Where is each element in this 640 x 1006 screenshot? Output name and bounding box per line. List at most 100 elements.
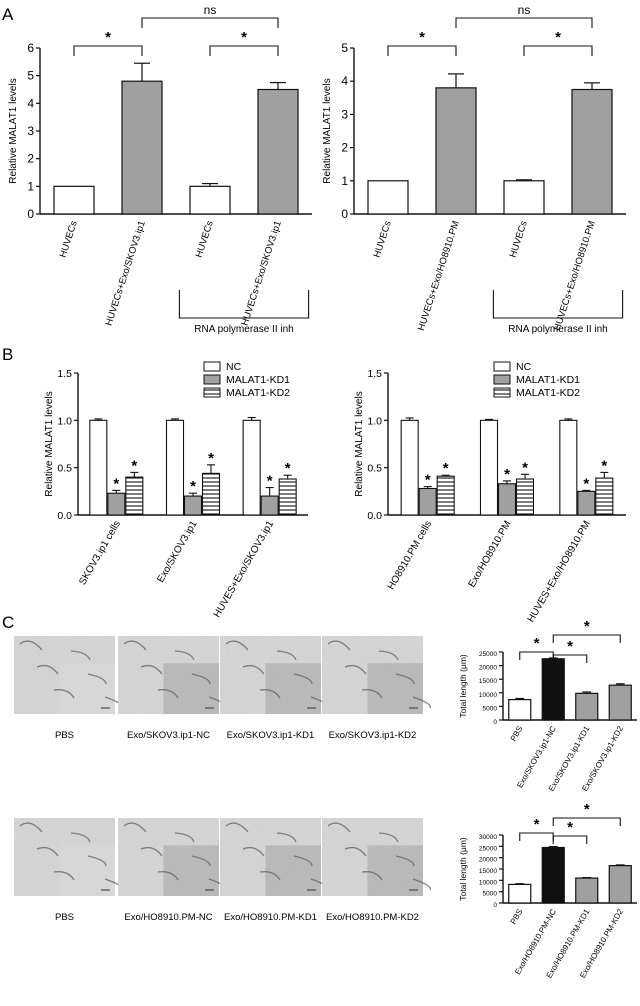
- significance-bracket: [519, 832, 554, 841]
- micrograph-shading: [367, 663, 423, 714]
- category-label: HUVECs+Exo/SKOV3.ip1: [104, 220, 148, 328]
- category-label: HUVECs: [58, 219, 80, 259]
- significance-star: *: [285, 460, 291, 477]
- category-label: HUVECs+Exo/HO8910.PM: [416, 219, 462, 332]
- y-tick-label: 0.0: [367, 510, 382, 522]
- micrograph-label: Exo/SKOV3.ip1-NC: [127, 730, 210, 741]
- significance-label: *: [419, 29, 425, 46]
- bar: [541, 846, 565, 904]
- bar: [107, 492, 126, 516]
- y-tick-label: 0.0: [57, 510, 72, 522]
- category-label: PBS: [509, 725, 525, 743]
- bar: [125, 476, 144, 516]
- bar: [608, 684, 632, 721]
- significance-label: *: [241, 29, 247, 46]
- significance-bracket: [552, 835, 588, 844]
- y-axis-label: Total length (μm): [458, 837, 468, 901]
- bar: [571, 88, 613, 215]
- significance-label: ns: [518, 3, 531, 17]
- y-tick-label: 5000: [483, 705, 498, 712]
- bar: [260, 495, 279, 516]
- micrograph-label: Exo/SKOV3.ip1-KD2: [329, 730, 417, 741]
- significance-star: *: [601, 457, 607, 474]
- category-label: HUVECs: [372, 219, 394, 259]
- y-tick-label: 1.5: [57, 368, 72, 380]
- y-axis-label: Relative MALAT1 levels: [322, 78, 333, 183]
- y-tick-label: 0: [493, 902, 497, 909]
- vessel-network: [19, 640, 124, 709]
- micrograph-label: Exo/HO8910.PM-KD1: [224, 912, 317, 923]
- legend-swatch: [493, 361, 511, 372]
- micrograph-row-ho8910: PBS Exo/HO8910.PM-NC Exo/HO8910.PM-KD1 Exo/…: [14, 818, 432, 923]
- bar: [165, 419, 185, 516]
- bar: [242, 419, 261, 516]
- y-tick-label: 4: [27, 96, 34, 110]
- category-label: HUVECs: [194, 219, 216, 259]
- vessel-network: [123, 822, 228, 891]
- category-label: HUVECs+Exo/SKOV3.ip1: [240, 220, 284, 328]
- micrograph-image: [14, 636, 115, 714]
- bar: [595, 477, 614, 516]
- y-tick-label: 0.5: [367, 463, 382, 475]
- legend-label: NC: [226, 361, 242, 373]
- micrograph-shading: [265, 663, 321, 714]
- micrograph-image: [118, 636, 219, 714]
- category-label: HUVECs+Exo/HO8910.PM: [552, 219, 598, 332]
- significance-label: *: [534, 635, 540, 652]
- bar: [436, 475, 455, 516]
- significance-label: *: [555, 29, 561, 46]
- panel-letter-a: A: [2, 5, 14, 24]
- bar: [121, 80, 163, 215]
- bar: [367, 180, 409, 215]
- category-label: Exo/SKOV3.ip1: [155, 519, 199, 585]
- y-tick-label: 10000: [479, 879, 497, 886]
- y-tick-label: 0: [493, 719, 497, 726]
- category-label: PBS: [509, 908, 525, 926]
- bar: [497, 483, 517, 516]
- legend-swatch: [493, 387, 511, 398]
- micrograph-shading: [367, 845, 423, 896]
- legend-swatch: [203, 361, 221, 372]
- legend-swatch: [203, 374, 221, 385]
- y-tick-label: 20000: [479, 665, 497, 672]
- significance-bracket: [552, 817, 621, 826]
- bar: [503, 180, 545, 215]
- micrograph-shading: [163, 663, 219, 714]
- significance-star: *: [190, 478, 196, 495]
- y-axis-label: Relative MALAT1 levels: [354, 391, 365, 496]
- chart-c-top: 0 5000 10000 15000 20000 25000 Total length (μ…: [458, 618, 637, 793]
- micrograph-image: [14, 818, 115, 896]
- y-tick-label: 4: [341, 74, 348, 88]
- y-tick-label: 15000: [479, 868, 497, 875]
- category-label: HUVES+Exo/SKOV3.ip1: [212, 519, 277, 620]
- bar: [89, 419, 108, 516]
- bar: [577, 490, 596, 516]
- significance-bracket: [73, 45, 143, 56]
- legend-label: MALAT1-KD1: [516, 374, 580, 386]
- y-tick-label: 10000: [479, 692, 497, 699]
- significance-star: *: [443, 460, 449, 477]
- micrograph-row-skov3: PBS Exo/SKOV3.ip1-NC Exo/SKOV3.ip1-KD1 Exo/…: [14, 636, 432, 741]
- micrograph-shading: [59, 663, 115, 714]
- micrograph-label: PBS: [55, 730, 74, 741]
- y-tick-label: 15000: [479, 678, 497, 685]
- micrograph-image: [118, 818, 219, 896]
- significance-label: *: [534, 816, 540, 833]
- micrograph-shading: [163, 845, 219, 896]
- chart-a-right: 0 1 2 3 4 5 Relative MALAT1 levels HUVECs HUVECs…: [322, 3, 626, 335]
- bar: [400, 419, 419, 516]
- bar: [575, 877, 599, 904]
- y-tick-label: 5000: [483, 891, 498, 898]
- bar: [418, 487, 437, 516]
- significance-star: *: [208, 450, 214, 467]
- significance-bracket: [552, 654, 588, 663]
- y-axis-label: Relative MALAT1 levels: [44, 391, 55, 496]
- y-tick-label: 20000: [479, 857, 497, 864]
- bar: [559, 419, 578, 516]
- y-tick-label: 30000: [479, 834, 497, 841]
- category-label: SKOV3.ip1 cells: [77, 519, 123, 587]
- category-label: HO8910.PM cells: [386, 519, 434, 592]
- treatment-label: RNA polymerase II inh: [508, 324, 608, 335]
- vessel-network: [19, 822, 124, 891]
